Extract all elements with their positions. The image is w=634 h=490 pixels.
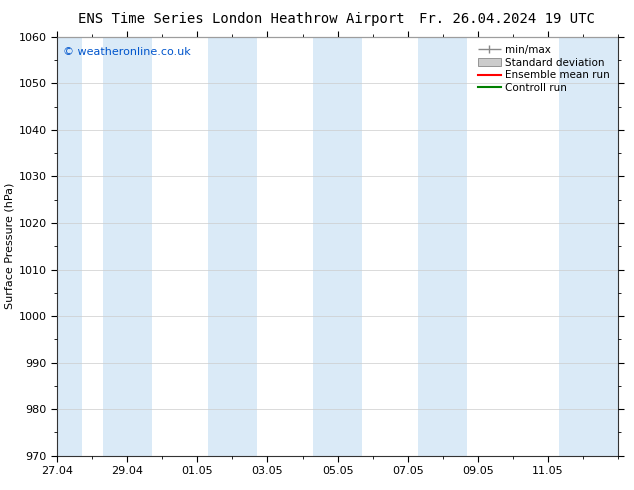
- Legend: min/max, Standard deviation, Ensemble mean run, Controll run: min/max, Standard deviation, Ensemble me…: [475, 42, 613, 96]
- Bar: [418, 37, 467, 456]
- Text: © weatheronline.co.uk: © weatheronline.co.uk: [63, 47, 190, 57]
- Y-axis label: Surface Pressure (hPa): Surface Pressure (hPa): [4, 183, 15, 309]
- Bar: [208, 37, 257, 456]
- Bar: [103, 37, 152, 456]
- Bar: [559, 37, 618, 456]
- Text: ENS Time Series London Heathrow Airport: ENS Time Series London Heathrow Airport: [77, 12, 404, 26]
- Text: Fr. 26.04.2024 19 UTC: Fr. 26.04.2024 19 UTC: [419, 12, 595, 26]
- Bar: [313, 37, 362, 456]
- Bar: [57, 37, 82, 456]
